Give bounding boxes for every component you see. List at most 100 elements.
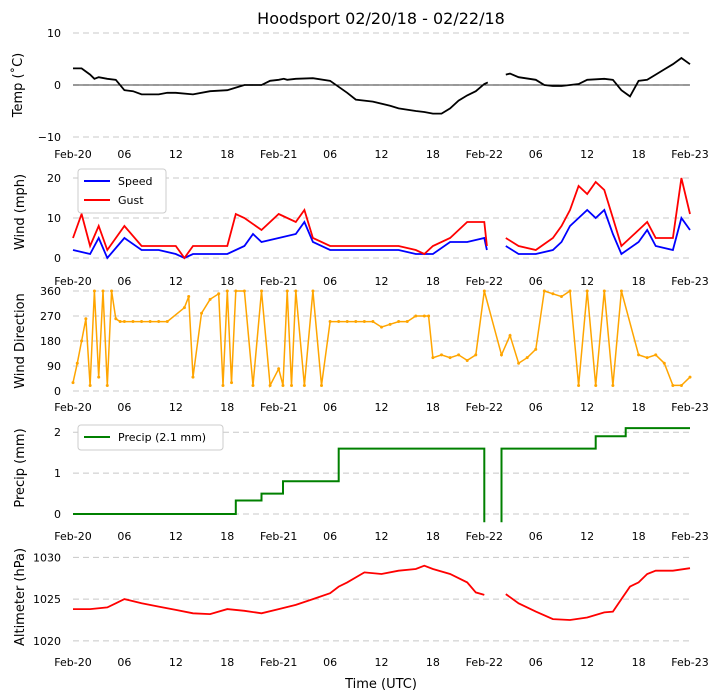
series-line-2	[500, 427, 690, 523]
data-point	[602, 289, 606, 293]
data-point	[230, 381, 234, 385]
series-line-2	[505, 567, 691, 621]
x-tick-label: 18	[220, 148, 234, 161]
x-tick-label: 12	[169, 530, 183, 543]
panel-3: 360 270 180 90 0 Wind Direction Feb-20 06 12 18 Fe…	[13, 285, 709, 414]
data-point	[380, 325, 383, 329]
series-line-4	[505, 177, 691, 251]
x-tick-label: 12	[375, 275, 389, 288]
data-point	[654, 353, 658, 357]
x-tick-label: 18	[426, 275, 440, 288]
x-tick-label: 06	[323, 656, 337, 669]
data-point	[260, 289, 264, 293]
x-tick-label: Feb-21	[260, 656, 297, 669]
x-tick-label: Feb-20	[54, 401, 91, 414]
y-tick-label: 360	[40, 285, 61, 298]
y-tick-label: 1030	[33, 551, 61, 564]
data-point	[71, 381, 75, 385]
y-tick-label: 0	[54, 252, 61, 265]
data-point	[320, 383, 324, 387]
data-point	[75, 361, 79, 365]
x-tick-label: 18	[632, 401, 646, 414]
x-tick-label: 12	[580, 148, 594, 161]
data-point	[302, 383, 306, 387]
x-tick-label: 06	[323, 275, 337, 288]
series-line-1	[73, 564, 485, 616]
x-tick-label: 18	[220, 656, 234, 669]
x-tick-label: 18	[426, 656, 440, 669]
chart-title: Hoodsport 02/20/18 - 02/22/18	[257, 9, 505, 28]
data-point	[140, 320, 144, 324]
data-point	[448, 356, 452, 360]
x-tick-label: 18	[220, 275, 234, 288]
data-point	[474, 353, 478, 357]
data-point	[388, 322, 392, 326]
data-point	[439, 353, 443, 357]
data-point	[465, 358, 469, 362]
panel-1: 10 0 −10 Temp (˚C) Feb-20 06 12 18 Feb-21 06 12 18 F…	[10, 27, 709, 161]
series-line-2	[505, 56, 691, 98]
x-tick-label: Feb-22	[466, 530, 503, 543]
data-point	[551, 292, 555, 296]
y-axis-label: Altimeter (hPa)	[13, 548, 28, 646]
x-tick-label: 06	[529, 275, 543, 288]
data-point	[594, 383, 598, 387]
x-tick-label: 06	[323, 530, 337, 543]
x-axis-label: Time (UTC)	[344, 677, 417, 692]
data-point	[345, 320, 349, 324]
x-tick-label: Feb-20	[54, 656, 91, 669]
x-tick-label: 06	[117, 656, 131, 669]
data-point	[131, 320, 135, 324]
x-tick-label: 06	[117, 401, 131, 414]
data-point	[187, 295, 191, 299]
x-tick-label: 12	[580, 530, 594, 543]
data-point	[337, 320, 341, 324]
data-point	[568, 289, 572, 293]
data-point	[559, 295, 563, 299]
data-point	[482, 289, 486, 293]
data-point	[508, 333, 512, 337]
x-tick-label: 12	[375, 530, 389, 543]
data-point	[294, 289, 298, 293]
data-point	[688, 375, 692, 379]
data-point	[534, 347, 538, 351]
x-tick-label: 12	[375, 656, 389, 669]
x-tick-label: 12	[375, 148, 389, 161]
data-point	[80, 339, 84, 343]
data-point	[397, 320, 401, 324]
x-tick-label: 06	[529, 148, 543, 161]
data-point	[118, 320, 122, 324]
x-tick-label: 18	[220, 401, 234, 414]
x-tick-label: 18	[220, 530, 234, 543]
y-tick-label: 270	[40, 310, 61, 323]
data-point	[148, 320, 152, 324]
y-axis-label: Wind (mph)	[13, 174, 28, 250]
x-tick-label: 18	[426, 401, 440, 414]
x-tick-label: Feb-22	[466, 656, 503, 669]
series-line-3	[505, 208, 691, 256]
x-tick-label: 18	[632, 656, 646, 669]
x-tick-label: Feb-22	[466, 275, 503, 288]
data-point	[671, 383, 675, 387]
y-tick-label: 1020	[33, 635, 61, 648]
panel-5: 1030 1025 1020 Altimeter (hPa) Feb-20 06 12 18 F…	[13, 548, 709, 669]
y-tick-label: −10	[38, 131, 61, 144]
data-point	[525, 356, 529, 360]
x-tick-label: 06	[529, 656, 543, 669]
data-point	[517, 361, 521, 365]
x-tick-label: 12	[375, 401, 389, 414]
data-point	[499, 353, 503, 357]
x-tick-label: Feb-21	[260, 275, 297, 288]
data-point	[242, 289, 246, 293]
series-line-2	[72, 207, 488, 260]
x-tick-label: Feb-23	[671, 401, 708, 414]
series-line-1	[73, 67, 489, 115]
data-point	[114, 317, 118, 321]
data-point	[431, 356, 435, 360]
x-tick-label: 18	[632, 275, 646, 288]
data-point	[354, 320, 358, 324]
data-point	[97, 375, 101, 379]
x-tick-label: 18	[426, 530, 440, 543]
